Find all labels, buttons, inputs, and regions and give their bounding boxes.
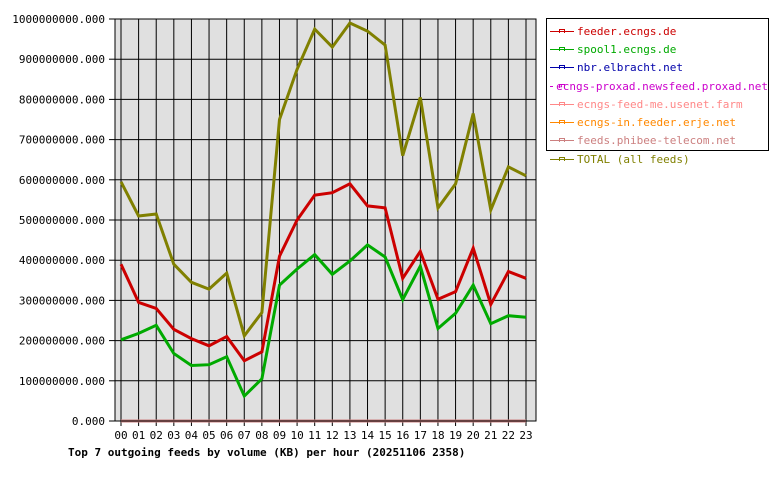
legend-line-marker-icon [550, 27, 574, 36]
legend-item: feeds.phibee-telecom.net [550, 132, 768, 150]
x-tick-label: 19 [449, 429, 462, 442]
x-tick-label: 09 [273, 429, 286, 442]
x-tick-label: 05 [202, 429, 215, 442]
x-tick-label: 01 [132, 429, 145, 442]
legend-item: TOTAL (all feeds) [550, 150, 768, 168]
legend-label: nbr.elbracht.net [577, 61, 683, 75]
legend-label: feeds.phibee-telecom.net [577, 134, 736, 148]
legend-item: nbr.elbracht.net [550, 59, 768, 77]
legend-line-marker-icon [550, 63, 574, 72]
y-tick-label: 300000000.000 [19, 294, 105, 307]
x-tick-label: 17 [414, 429, 427, 442]
x-tick-label: 08 [255, 429, 268, 442]
legend-item: ecngs-feed-me.usenet.farm [550, 95, 768, 113]
y-tick-label: 400000000.000 [19, 254, 105, 267]
legend-label: ecngs-in.feeder.erje.net [577, 116, 736, 130]
x-tick-label: 18 [431, 429, 444, 442]
y-axis: 0.000 100000000.000 200000000.000 300000000… [12, 13, 115, 428]
x-tick-label: 11 [308, 429, 321, 442]
x-tick-label: 20 [467, 429, 480, 442]
x-tick-label: 10 [290, 429, 303, 442]
y-tick-label: 900000000.000 [19, 53, 105, 66]
y-tick-label: 100000000.000 [19, 375, 105, 388]
x-tick-label: 06 [220, 429, 233, 442]
chart-title: Top 7 outgoing feeds by volume (KB) per … [68, 446, 465, 459]
x-tick-label: 03 [167, 429, 180, 442]
legend-line-marker-icon [550, 118, 574, 127]
x-tick-label: 12 [326, 429, 339, 442]
y-tick-label: 800000000.000 [19, 93, 105, 106]
x-tick-label: 23 [519, 429, 532, 442]
x-tick-label: 00 [114, 429, 127, 442]
legend-item: ecngs-proxad.newsfeed.proxad.net [550, 77, 768, 95]
legend-label: ecngs-feed-me.usenet.farm [577, 97, 743, 111]
x-tick-label: 22 [502, 429, 515, 442]
x-tick-label: 14 [361, 429, 375, 442]
chart-legend: feeder.ecngs.de spool1.ecngs.de nbr.elbrac… [546, 18, 769, 166]
y-tick-label: 1000000000.000 [12, 13, 105, 26]
y-tick-label: 500000000.000 [19, 214, 105, 227]
legend-item: ecngs-in.feeder.erje.net [550, 113, 768, 131]
legend-line-marker-icon [550, 45, 574, 54]
y-tick-label: 700000000.000 [19, 134, 105, 147]
series-line-spool1-ecngs-de [120, 242, 527, 399]
x-tick-label: 13 [343, 429, 356, 442]
x-tick-label: 04 [185, 429, 199, 442]
legend-line-marker-icon [550, 100, 574, 109]
series-line-feeder-ecngs-de [119, 181, 527, 363]
series-line-total-all-feeds- [119, 21, 527, 340]
legend-line-marker-icon [550, 136, 574, 145]
y-tick-label: 0.000 [72, 415, 105, 428]
x-tick-label: 21 [484, 429, 497, 442]
x-tick-label: 15 [379, 429, 392, 442]
legend-line-marker-icon [550, 155, 574, 164]
legend-item: spool1.ecngs.de [550, 40, 768, 58]
x-tick-label: 07 [238, 429, 251, 442]
x-tick-label: 16 [396, 429, 409, 442]
x-tick-label: 02 [150, 429, 163, 442]
y-tick-label: 600000000.000 [19, 174, 105, 187]
legend-label: feeder.ecngs.de [577, 24, 677, 38]
plot-border [114, 18, 537, 422]
legend-label: ecngs-proxad.newsfeed.proxad.net [556, 79, 768, 93]
legend-label: TOTAL (all feeds) [577, 152, 690, 166]
x-axis: 00 01 02 03 04 05 06 07 08 09 10 11 12 13 14 15 16 17 18 19… [114, 421, 533, 442]
legend-line-marker-icon [550, 82, 565, 91]
legend-item: feeder.ecngs.de [550, 22, 768, 40]
legend-label: spool1.ecngs.de [577, 42, 677, 56]
y-tick-label: 200000000.000 [19, 335, 105, 348]
